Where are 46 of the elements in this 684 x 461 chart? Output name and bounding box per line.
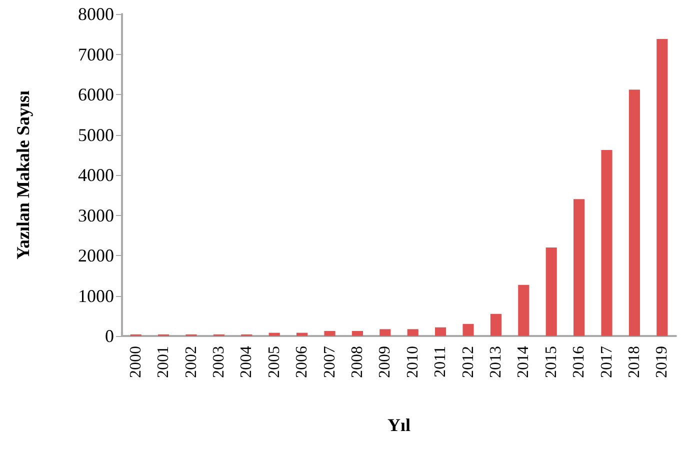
bar bbox=[462, 324, 474, 336]
x-tick-label: 2006 bbox=[294, 346, 311, 378]
x-tick-label: 2017 bbox=[598, 346, 616, 378]
x-axis-title: Yıl bbox=[387, 415, 411, 435]
y-tick-label: 7000 bbox=[78, 44, 114, 64]
bar bbox=[380, 329, 391, 336]
x-tick-label: 2018 bbox=[626, 346, 643, 378]
x-tick-label: 2002 bbox=[182, 346, 200, 378]
bar bbox=[352, 330, 363, 336]
x-tick-label: 2010 bbox=[404, 346, 422, 378]
x-tick-label: 2014 bbox=[515, 346, 532, 378]
bar bbox=[601, 150, 612, 336]
y-tick-label: 5000 bbox=[78, 124, 114, 145]
y-tick-label: 3000 bbox=[78, 205, 114, 226]
bar bbox=[296, 332, 308, 336]
bar bbox=[656, 38, 668, 336]
bar bbox=[546, 247, 557, 336]
y-tick-label: 6000 bbox=[78, 84, 114, 104]
y-tick-label: 1000 bbox=[78, 286, 114, 306]
bar bbox=[268, 332, 280, 336]
x-tick-label: 2003 bbox=[210, 346, 228, 378]
y-axis-title: Yazılan Makale Sayısı bbox=[13, 90, 33, 260]
x-tick-label: 2016 bbox=[570, 346, 588, 378]
bar bbox=[490, 314, 502, 336]
x-tick-label: 2013 bbox=[487, 346, 504, 378]
x-tick-label: 2012 bbox=[460, 346, 477, 378]
bar bbox=[407, 329, 418, 336]
x-tick-label: 2011 bbox=[432, 346, 450, 378]
x-tick-label: 2004 bbox=[238, 346, 256, 378]
x-tick-label: 2001 bbox=[155, 346, 172, 378]
x-tick-label: 2008 bbox=[348, 346, 366, 378]
bar bbox=[435, 327, 446, 336]
bar bbox=[324, 330, 336, 336]
bar bbox=[628, 90, 640, 336]
x-tick-label: 2015 bbox=[542, 346, 560, 378]
x-tick-label: 2009 bbox=[376, 346, 394, 378]
x-tick-label: 2000 bbox=[127, 346, 144, 378]
x-tick-label: 2007 bbox=[321, 346, 338, 378]
y-tick-label: 2000 bbox=[78, 246, 114, 266]
bar bbox=[518, 284, 530, 336]
bar bbox=[574, 199, 585, 336]
y-tick-label: 4000 bbox=[78, 165, 114, 185]
x-tick-label: 2005 bbox=[266, 346, 283, 378]
y-tick-label: 0 bbox=[105, 326, 114, 346]
x-tick-label: 2019 bbox=[654, 346, 671, 378]
y-tick-label: 8000 bbox=[78, 4, 114, 24]
